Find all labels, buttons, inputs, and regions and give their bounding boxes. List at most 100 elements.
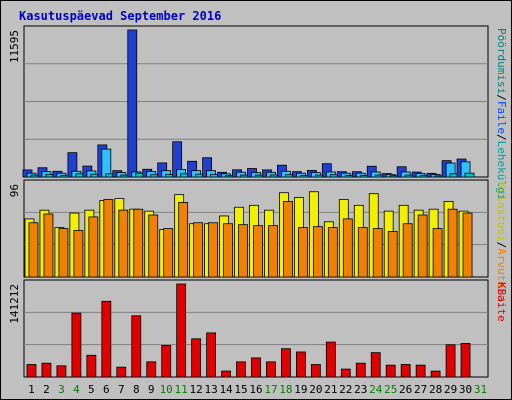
ylabel-part: KBaite	[495, 282, 508, 322]
bar-kbaite-11	[176, 283, 187, 378]
bar-lehekülgi-30	[464, 172, 475, 178]
ylabel-part: /	[495, 242, 508, 249]
x-tick-label-1: 1	[28, 383, 35, 396]
panel-1-max-label: 11595	[8, 30, 21, 63]
bar-kbaite-14	[221, 370, 231, 378]
x-tick-label-8: 8	[133, 383, 140, 396]
x-tick-label-25: 25	[384, 383, 397, 396]
bar-kbaite-21	[325, 341, 336, 378]
bar-kbaite-8	[131, 315, 142, 378]
ylabel-part: Arvuteid	[495, 248, 508, 301]
x-tick-label-7: 7	[118, 383, 125, 396]
panel-3-max-label: 141212	[8, 284, 21, 324]
bar-kbaite-22	[340, 368, 351, 378]
bar-arvuteid-16	[253, 225, 263, 278]
bar-arvuteid-18	[283, 201, 293, 278]
bar-kbaite-13	[206, 332, 216, 378]
x-tick-label-2: 2	[43, 383, 50, 396]
bar-kbaite-20	[310, 364, 321, 378]
x-tick-label-10: 10	[160, 383, 173, 396]
x-tick-label-13: 13	[204, 383, 217, 396]
bar-arvuteid-28	[432, 228, 443, 278]
panel-2-max-label: 96	[8, 184, 21, 197]
bar-arvuteid-13	[208, 222, 218, 278]
bar-arvuteid-14	[223, 223, 233, 278]
bar-faile-6	[101, 148, 112, 178]
x-tick-label-5: 5	[88, 383, 95, 396]
ylabel-part: /	[495, 134, 508, 141]
chart-title: Kasutuspäevad September 2016	[19, 9, 222, 23]
bar-kbaite-1	[26, 364, 37, 378]
x-tick-label-9: 9	[148, 383, 155, 396]
bar-arvuteid-10	[163, 228, 174, 278]
bar-arvuteid-8	[133, 208, 144, 278]
bar-arvuteid-1	[28, 222, 39, 278]
bar-pöördumisi-8	[127, 29, 138, 178]
bar-arvuteid-4	[73, 230, 84, 278]
x-tick-label-31: 31	[474, 383, 487, 396]
bar-arvuteid-7	[118, 209, 129, 278]
x-tick-label-29: 29	[444, 383, 457, 396]
bar-arvuteid-29	[447, 208, 458, 278]
ylabel-part: /	[495, 94, 508, 101]
bar-arvuteid-11	[178, 202, 189, 278]
bar-arvuteid-12	[193, 222, 204, 278]
ylabel-part: Külastusi	[495, 182, 508, 242]
x-tick-label-14: 14	[219, 383, 233, 396]
x-tick-label-11: 11	[175, 383, 188, 396]
bar-arvuteid-15	[238, 224, 248, 278]
bar-kbaite-9	[146, 361, 157, 378]
panel-3-ylabel: KBaite	[495, 282, 508, 322]
x-tick-label-27: 27	[414, 383, 427, 396]
bar-kbaite-25	[385, 364, 396, 378]
x-tick-label-24: 24	[369, 383, 383, 396]
bar-kbaite-16	[251, 357, 261, 378]
bar-kbaite-4	[71, 312, 82, 378]
x-tick-label-19: 19	[294, 383, 307, 396]
panel-2-ylabel: Külastusi/Arvuteid	[495, 182, 508, 301]
bar-arvuteid-17	[268, 225, 278, 278]
x-tick-label-18: 18	[279, 383, 292, 396]
x-tick-label-12: 12	[190, 383, 203, 396]
bar-arvuteid-3	[58, 228, 69, 278]
bar-kbaite-28	[430, 370, 441, 378]
bar-kbaite-12	[191, 338, 202, 378]
x-tick-label-30: 30	[459, 383, 472, 396]
x-tick-label-26: 26	[399, 383, 412, 396]
bar-arvuteid-5	[88, 216, 99, 278]
ylabel-part: Lehekülgi	[495, 141, 508, 201]
bar-kbaite-30	[460, 343, 471, 378]
bar-kbaite-26	[400, 364, 411, 378]
bar-kbaite-2	[41, 362, 52, 378]
bar-kbaite-10	[161, 344, 172, 378]
x-tick-label-28: 28	[429, 383, 442, 396]
bar-kbaite-6	[101, 300, 112, 378]
bar-kbaite-3	[56, 365, 67, 378]
bar-kbaite-18	[281, 348, 291, 378]
bar-arvuteid-2	[43, 213, 54, 278]
x-tick-label-21: 21	[324, 383, 337, 396]
bar-arvuteid-27	[417, 214, 428, 278]
bar-kbaite-17	[266, 361, 276, 378]
x-tick-label-20: 20	[309, 383, 322, 396]
panel-1-ylabel: Pöördumisi/Faile/Lehekülgi	[495, 28, 508, 200]
bar-kbaite-19	[296, 351, 306, 378]
bar-arvuteid-26	[402, 223, 413, 278]
bar-kbaite-7	[116, 366, 127, 378]
x-tick-label-6: 6	[103, 383, 110, 396]
bar-kbaite-24	[370, 352, 381, 378]
bar-kbaite-27	[415, 364, 426, 378]
x-tick-label-3: 3	[58, 383, 65, 396]
bar-arvuteid-24	[372, 228, 383, 278]
bar-arvuteid-6	[103, 199, 114, 278]
x-tick-label-23: 23	[354, 383, 367, 396]
bar-kbaite-15	[236, 361, 246, 378]
bar-arvuteid-25	[387, 231, 398, 278]
bar-arvuteid-22	[342, 218, 353, 278]
x-tick-label-4: 4	[73, 383, 80, 396]
bar-arvuteid-9	[148, 214, 159, 278]
x-tick-label-22: 22	[339, 383, 352, 396]
bar-arvuteid-30	[462, 212, 473, 278]
bar-kbaite-29	[445, 344, 456, 378]
